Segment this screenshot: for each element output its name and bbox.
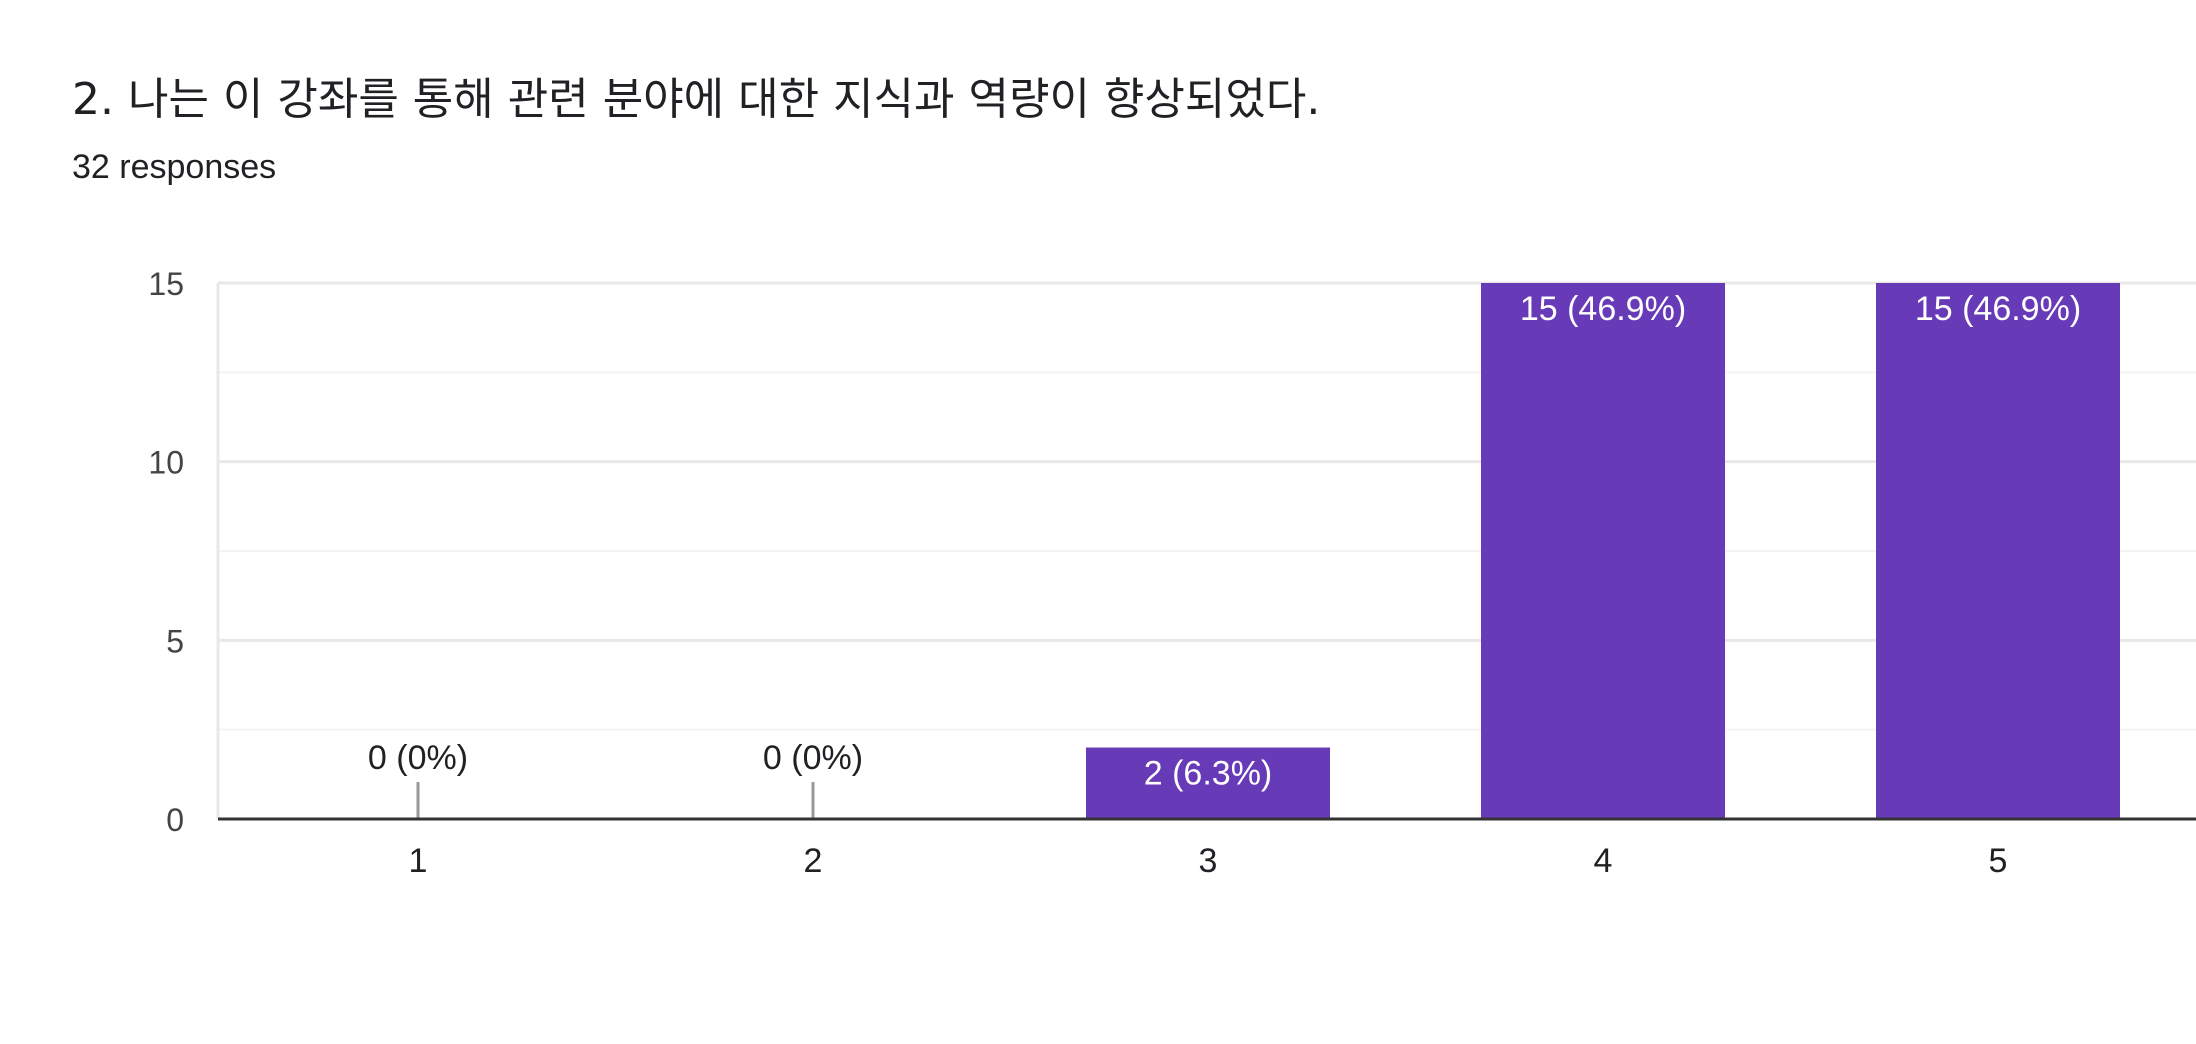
y-tick-label: 10 bbox=[148, 445, 184, 481]
data-label: 0 (0%) bbox=[763, 739, 863, 777]
data-label: 2 (6.3%) bbox=[1144, 755, 1273, 793]
x-tick-label: 5 bbox=[1989, 842, 2008, 880]
x-tick-label: 4 bbox=[1594, 842, 1613, 880]
data-label: 0 (0%) bbox=[368, 739, 468, 777]
x-tick-label: 3 bbox=[1199, 842, 1218, 880]
y-tick-label: 5 bbox=[166, 623, 184, 659]
data-label: 15 (46.9%) bbox=[1915, 290, 2081, 328]
response-count: 32 responses bbox=[72, 148, 277, 186]
bar-4 bbox=[1481, 283, 1725, 819]
y-tick-label: 15 bbox=[148, 266, 184, 302]
bar-3 bbox=[1086, 747, 1330, 819]
data-label: 15 (46.9%) bbox=[1520, 290, 1686, 328]
x-tick-label: 2 bbox=[804, 842, 823, 880]
question-title: 2. 나는 이 강좌를 통해 관련 분야에 대한 지식과 역량이 향상되었다. bbox=[72, 74, 1321, 125]
x-tick-label: 1 bbox=[409, 842, 428, 880]
bar-5 bbox=[1876, 283, 2120, 819]
y-tick-label: 0 bbox=[166, 802, 184, 838]
